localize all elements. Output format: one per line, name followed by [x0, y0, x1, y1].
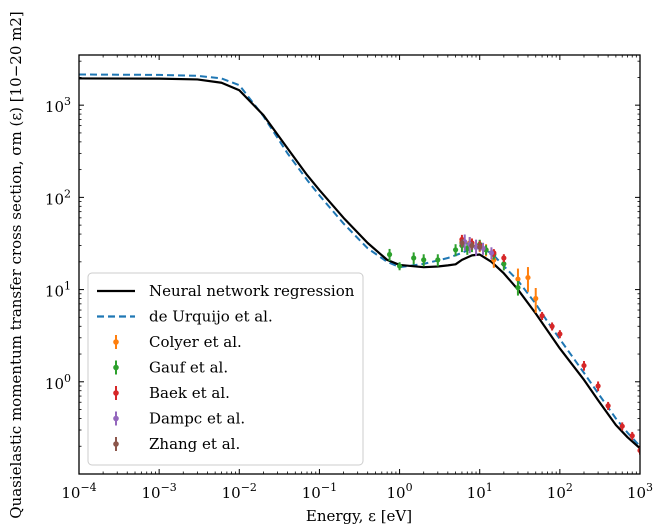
data-point-colyer-et-al- — [533, 295, 539, 302]
y-tick-label-exp: 1 — [64, 280, 71, 293]
data-point-zhang-et-al- — [459, 240, 465, 246]
series-line-neural-network-regression — [79, 77, 640, 450]
data-point-colyer-et-al- — [515, 276, 521, 282]
data-point-baek-et-al- — [549, 323, 555, 329]
x-tick-label: 10−4 — [61, 481, 96, 502]
y-tick-label-base: 10 — [45, 283, 64, 301]
plot-content — [79, 73, 640, 455]
data-point-gauf-et-al- — [386, 251, 393, 258]
legend-label-de-urquijo-et-al-: de Urquijo et al. — [149, 308, 273, 326]
data-point-baek-et-al- — [605, 403, 611, 409]
data-point-gauf-et-al- — [452, 247, 459, 253]
x-tick-label-exp: 1 — [486, 481, 493, 494]
x-tick-label: 10−2 — [222, 481, 257, 502]
data-point-baek-et-al- — [501, 255, 507, 261]
legend-label-colyer-et-al-: Colyer et al. — [149, 333, 242, 351]
legend-swatch-dampc-et-al- — [113, 415, 119, 422]
plot-frame — [78, 54, 641, 475]
y-tick-label-base: 10 — [45, 375, 64, 393]
y-tick-label: 102 — [45, 187, 71, 208]
x-tick-label-base: 10 — [467, 484, 486, 502]
x-tick-label-base: 10 — [141, 484, 160, 502]
y-tick-label-base: 10 — [45, 190, 64, 208]
x-axis-label: Energy, ε [eV] — [306, 507, 412, 525]
data-point-baek-et-al- — [557, 331, 563, 337]
data-point-gauf-et-al- — [464, 245, 470, 251]
x-tick-label-base: 10 — [302, 484, 321, 502]
x-tick-label-exp: 0 — [406, 481, 413, 494]
data-point-gauf-et-al- — [396, 263, 403, 269]
data-point-baek-et-al- — [619, 423, 625, 429]
y-tick-label-exp: 2 — [64, 187, 71, 200]
data-point-dampc-et-al- — [488, 250, 495, 256]
legend-swatch-baek-et-al- — [113, 390, 119, 396]
x-tick-label-exp: −3 — [161, 481, 177, 494]
data-point-baek-et-al- — [539, 313, 545, 319]
data-point-baek-et-al- — [581, 362, 587, 369]
y-tick-label-exp: 0 — [64, 372, 71, 385]
legend-label-gauf-et-al-: Gauf et al. — [149, 359, 228, 377]
x-tick-label-base: 10 — [547, 484, 566, 502]
data-point-baek-et-al- — [595, 383, 601, 389]
y-tick-label: 100 — [45, 372, 71, 393]
data-point-baek-et-al- — [629, 433, 635, 439]
x-tick-label-base: 10 — [627, 484, 646, 502]
x-tick-label: 102 — [547, 481, 573, 502]
y-tick-label-exp: 3 — [64, 95, 71, 108]
x-axis: 10−4 10−3 10−2 10−1 100 101 102 103 — [61, 55, 653, 502]
x-tick-label: 100 — [387, 481, 413, 502]
data-point-gauf-et-al- — [515, 285, 521, 291]
data-point-zhang-et-al- — [469, 242, 475, 249]
legend-swatch-zhang-et-al- — [113, 441, 119, 447]
x-tick-label-exp: −4 — [80, 481, 96, 494]
x-tick-label-exp: −1 — [321, 481, 337, 494]
legend: Neural network regression de Urquijo et a… — [87, 272, 364, 466]
x-tick-label-base: 10 — [61, 484, 80, 502]
data-point-zhang-et-al- — [477, 244, 483, 250]
legend-swatch-colyer-et-al- — [113, 339, 119, 345]
x-tick-label-exp: 3 — [646, 481, 653, 494]
legend-label-dampc-et-al-: Dampc et al. — [149, 410, 245, 428]
y-tick-label: 101 — [45, 280, 71, 301]
data-point-dampc-et-al- — [473, 244, 479, 250]
x-tick-label: 103 — [627, 481, 653, 502]
legend-swatch-gauf-et-al- — [113, 364, 119, 371]
legend-label-baek-et-al-: Baek et al. — [149, 384, 230, 402]
data-point-gauf-et-al- — [435, 257, 441, 263]
y-tick-label-base: 10 — [45, 98, 64, 116]
y-axis-label: Quasielastic momentum transfer cross sec… — [7, 11, 25, 519]
x-tick-label: 101 — [467, 481, 493, 502]
x-tick-label: 10−1 — [302, 481, 337, 502]
data-point-gauf-et-al- — [421, 257, 427, 263]
x-tick-label-exp: 2 — [566, 481, 573, 494]
x-tick-label-base: 10 — [387, 484, 406, 502]
x-tick-label-exp: −2 — [241, 481, 257, 494]
x-tick-label-base: 10 — [222, 484, 241, 502]
data-point-gauf-et-al- — [411, 255, 417, 261]
x-tick-label: 10−3 — [141, 481, 176, 502]
data-point-colyer-et-al- — [491, 257, 497, 263]
data-point-gauf-et-al- — [501, 261, 507, 267]
legend-label-zhang-et-al-: Zhang et al. — [149, 435, 240, 453]
data-point-colyer-et-al- — [525, 274, 531, 281]
y-tick-label: 103 — [45, 95, 71, 116]
legend-box — [87, 272, 364, 466]
legend-label-neural-network-regression: Neural network regression — [149, 282, 355, 300]
